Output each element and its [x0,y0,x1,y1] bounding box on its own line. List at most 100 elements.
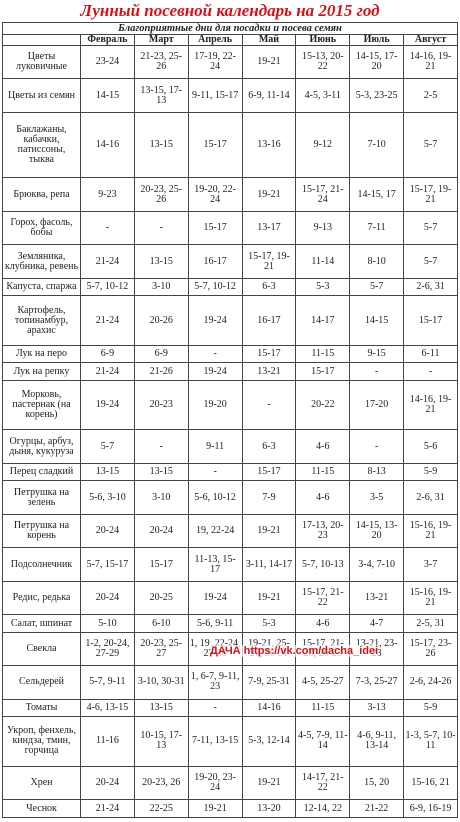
table-row: Томаты 4-6, 13-15 13-15-14-16 11-15 3-13 5-9 [2,698,458,718]
days-cell: 21-23, 25-26 [133,44,189,80]
days-cell: 7-9, 25-31 [241,665,297,700]
days-cell: - [187,698,243,718]
days-cell: - [187,462,243,482]
table-row: Подсолнечник 5-7, 15-17 15-17 11-13, 15-17 3… [2,547,458,582]
days-cell: 8-10 [349,244,405,279]
days-cell: 4-6 [295,614,351,633]
days-cell: 3-4, 7-10 [349,547,405,582]
days-cell: 20-24 [133,513,189,549]
days-cell: 14-17, 21-22 [295,765,351,801]
days-cell: 15-17, 23-26 [403,631,458,667]
days-cell: 14-16, 19-21 [403,379,458,431]
header-row: Февраль Март Апрель Май Июнь Июль Август [2,34,458,46]
days-cell: 13-16 [241,111,297,179]
crop-name: Сельдерей [2,665,81,700]
days-cell: 15-17, 21-24 [295,177,351,212]
days-cell: 2-6, 31 [403,480,458,515]
days-cell: 6-9, 16-19 [403,799,458,818]
days-cell: 15-17 [241,344,297,364]
days-cell: 13-15 [80,462,135,482]
days-cell: 11-14 [295,244,351,279]
days-cell: 19, 22-24 [187,513,243,549]
table-row: Баклажаны, кабачки, патиссоны, тыква 14-1… [2,111,458,179]
days-cell: 19-20, 22-24 [187,177,243,212]
days-cell: 6-3 [241,277,297,297]
days-cell: 14-15 [349,295,405,346]
days-cell: 9-15 [349,344,405,364]
days-cell: 5-7, 10-13 [295,547,351,582]
days-cell: 5-3 [241,614,297,633]
days-cell: 21-24 [80,295,135,346]
days-cell: 19-24 [187,580,243,616]
days-cell: 4-6 [295,480,351,515]
days-cell: - [133,210,189,246]
days-cell: 2-6, 24-26 [403,665,458,700]
crop-name: Томаты [2,698,81,718]
month-header: Февраль [80,34,135,46]
table-row: Лук на репку 21-24 21-26 19-24 13-21 15-17- - [2,362,458,381]
days-cell: 1, 6-7, 9-11, 23 [187,665,243,700]
days-cell: 15-17 [187,210,243,246]
month-header: Май [241,34,297,46]
days-cell: 5-7, 10-12 [80,277,135,297]
days-cell: 21-24 [80,362,135,381]
month-header: Апрель [187,34,243,46]
days-cell: 9-11, 15-17 [187,78,243,113]
days-cell: 14-16 [241,698,297,718]
month-header: Июнь [295,34,351,46]
days-cell: 5-7, 15-17 [80,547,135,582]
table-row: Горох, фасоль, бобы - -15-17 13-17 9-13 7-11 5… [2,210,458,246]
days-cell: 9-23 [80,177,135,212]
days-cell: 20-23, 25-26 [133,177,189,212]
crop-name: Свекла [2,631,81,667]
days-cell: 5-7, 9-11 [80,665,135,700]
days-cell: - [187,344,243,364]
days-cell: 21-26 [133,362,189,381]
days-cell: 7-10 [349,111,405,179]
days-cell: 3-10, 30-31 [133,665,189,700]
days-cell: 15-17, 21-22 [295,580,351,616]
days-cell: 5-9 [403,698,458,718]
days-cell: 21-22 [349,799,405,818]
days-cell: 17-19, 22-24 [187,44,243,80]
crop-name: Хрен [2,765,81,801]
table-row: Укроп, фенхель, киндза, тмин, горчица 11-… [2,716,458,767]
days-cell: 19-21 [241,177,297,212]
days-cell: 3-13 [349,698,405,718]
days-cell: 15-16, 19-21 [403,513,458,549]
crop-name: Петрушка на зелень [2,480,81,515]
days-cell: 20-23, 26 [133,765,189,801]
table-row: Земляника, клубника, ревень 21-24 13-15 16-… [2,244,458,279]
days-cell: 4-6, 9-11, 13-14 [349,716,405,767]
days-cell: 20-22 [295,379,351,431]
days-cell: 5-7 [349,277,405,297]
table-row: Петрушка на зелень 5-6, 3-10 3-10 5-6, 10-1… [2,480,458,515]
crop-name: Огурцы, арбуз, дыня, кукуруза [2,429,81,464]
crop-name: Цветы луковичные [2,44,81,80]
subtitle: Благоприятные дни для посадки и посева с… [2,22,458,35]
crop-name: Капуста, спаржа [2,277,81,297]
days-cell: 13-15, 17-13 [133,78,189,113]
days-cell: 19-24 [187,362,243,381]
days-cell: 5-6 [403,429,458,464]
days-cell: 15-16, 21 [403,765,458,801]
days-cell: 6-9 [80,344,135,364]
days-cell: 20-24 [80,765,135,801]
crop-name: Морковь, пастернак (на корень) [2,379,81,431]
days-cell: 6-11 [403,344,458,364]
days-cell: 4-7 [349,614,405,633]
table-row: Лук на перо 6-9 6-9-15-17 11-15 9-15 6-11 [2,344,458,364]
days-cell: 9-11 [187,429,243,464]
days-cell: 14-15, 13-20 [349,513,405,549]
days-cell: - [133,429,189,464]
days-cell: - [403,362,458,381]
days-cell: 1-3, 5-7, 10-11 [403,716,458,767]
table-row: Капуста, спаржа 5-7, 10-12 3-10 5-7, 10-12 6… [2,277,458,297]
days-cell: 5-7, 10-12 [187,277,243,297]
days-cell: 6-3 [241,429,297,464]
days-cell: 5-7 [403,244,458,279]
table-row: Хрен 20-24 20-23, 26 19-20, 23-24 19-21 14-17… [2,765,458,801]
days-cell: 14-15 [80,78,135,113]
days-cell: 8-13 [349,462,405,482]
days-cell: 20-25 [133,580,189,616]
